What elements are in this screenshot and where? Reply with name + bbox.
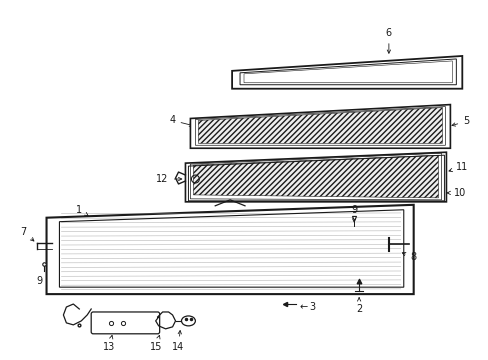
Text: 10: 10 <box>446 188 466 198</box>
Text: 9: 9 <box>350 205 356 222</box>
Text: 2: 2 <box>355 298 362 314</box>
Polygon shape <box>185 152 446 202</box>
Polygon shape <box>193 155 438 198</box>
Text: 9: 9 <box>37 276 42 286</box>
Text: 4: 4 <box>169 116 192 126</box>
Text: 1: 1 <box>76 205 88 216</box>
Text: 12: 12 <box>156 174 182 184</box>
Text: 11: 11 <box>448 162 468 172</box>
Text: 8: 8 <box>402 252 416 262</box>
Text: $\leftarrow$3: $\leftarrow$3 <box>297 300 316 312</box>
Text: 13: 13 <box>102 336 115 352</box>
Text: 7: 7 <box>20 226 34 241</box>
FancyBboxPatch shape <box>91 312 160 334</box>
Text: 15: 15 <box>149 335 162 352</box>
Text: 5: 5 <box>451 116 468 126</box>
Polygon shape <box>198 108 442 143</box>
Polygon shape <box>232 56 461 89</box>
Text: 14: 14 <box>172 330 184 352</box>
Text: 6: 6 <box>385 28 391 53</box>
Polygon shape <box>190 105 449 148</box>
Polygon shape <box>46 205 413 294</box>
